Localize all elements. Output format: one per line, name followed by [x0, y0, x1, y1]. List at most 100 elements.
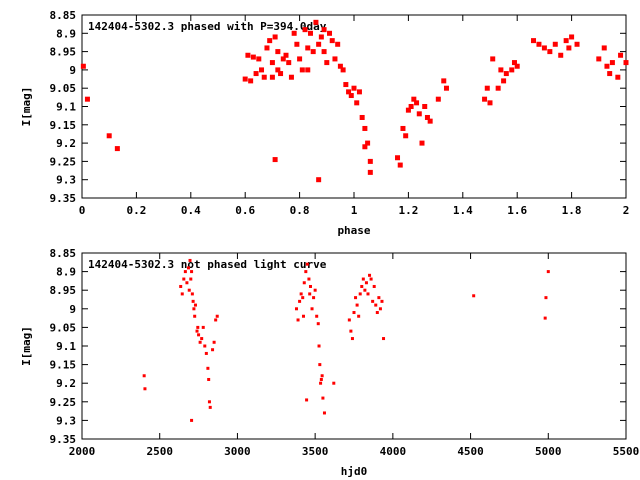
data-point [267, 38, 273, 44]
data-point [207, 377, 211, 381]
data-point [366, 292, 370, 296]
data-point [302, 281, 306, 285]
data-point [272, 34, 278, 40]
data-point [204, 351, 208, 355]
data-point [397, 162, 403, 168]
data-point [195, 329, 199, 333]
data-point [299, 292, 303, 296]
data-point [106, 133, 112, 139]
data-point [298, 299, 302, 303]
data-point [310, 49, 316, 55]
y-tick-label: 9.15 [50, 119, 77, 132]
data-point [335, 41, 341, 47]
data-point [316, 41, 322, 47]
data-point [294, 41, 300, 47]
data-point [301, 314, 305, 318]
data-point [283, 52, 289, 58]
data-point [261, 74, 267, 80]
y-tick-label: 9.2 [56, 137, 76, 150]
data-point [343, 82, 349, 88]
y-tick-label: 9.3 [56, 174, 76, 187]
data-point [310, 307, 314, 311]
x-tick-label: 0 [79, 204, 86, 217]
y-tick-label: 9.3 [56, 414, 76, 427]
data-point [378, 307, 382, 311]
data-point [253, 71, 259, 77]
y-tick-label: 9.25 [50, 155, 77, 168]
data-point [320, 374, 324, 378]
data-point [601, 45, 607, 51]
data-point [501, 78, 507, 84]
data-point [360, 284, 364, 288]
data-point [324, 60, 330, 66]
data-point [321, 49, 327, 55]
data-point [305, 398, 309, 402]
chart-title: 142404-5302.3 phased with P=394.0day [88, 20, 327, 33]
data-point [192, 307, 196, 311]
data-point [547, 49, 553, 55]
data-point [400, 125, 406, 131]
data-point [188, 258, 192, 262]
data-point [348, 93, 354, 99]
data-point [544, 296, 548, 300]
data-point [308, 292, 312, 296]
y-tick-label: 9.35 [50, 433, 77, 446]
data-point [312, 296, 316, 300]
data-point [422, 104, 428, 109]
x-axis-label: phase [337, 224, 370, 237]
data-point [215, 314, 219, 318]
data-point [317, 344, 321, 348]
data-point [356, 89, 362, 95]
y-tick-label: 9 [69, 64, 76, 77]
data-point [183, 270, 187, 274]
data-point [307, 30, 313, 36]
x-tick-label: 2000 [69, 445, 96, 458]
data-point [206, 366, 210, 370]
data-point [198, 340, 202, 344]
data-point [190, 270, 194, 274]
data-point [374, 303, 378, 307]
data-point [361, 277, 365, 281]
data-point [207, 400, 211, 404]
data-point [498, 67, 504, 73]
data-point [305, 67, 311, 73]
data-point [364, 281, 368, 285]
data-point [543, 316, 547, 320]
data-point [490, 56, 496, 62]
data-point [558, 52, 564, 58]
data-point [596, 56, 602, 62]
data-point [318, 34, 324, 40]
data-point [375, 311, 379, 315]
data-point [350, 337, 354, 341]
data-point [193, 303, 197, 307]
data-point [416, 111, 422, 117]
y-tick-label: 8.9 [56, 27, 76, 40]
data-point [503, 71, 509, 77]
data-point [541, 45, 547, 51]
data-point [380, 299, 384, 303]
data-point [615, 74, 621, 80]
data-point [363, 288, 367, 292]
data-point [190, 292, 194, 296]
data-point [288, 74, 294, 80]
data-point [546, 270, 550, 274]
data-point [354, 100, 360, 106]
y-tick-label: 9.2 [56, 377, 76, 390]
x-tick-label: 0.6 [235, 204, 255, 217]
data-point [278, 71, 284, 77]
data-point [250, 54, 256, 60]
data-point [574, 41, 580, 47]
data-point [623, 60, 629, 66]
data-point [179, 284, 183, 288]
data-point [427, 118, 433, 124]
x-tick-label: 1.8 [562, 204, 582, 217]
data-point [411, 96, 417, 102]
data-point [84, 96, 90, 102]
data-point [275, 49, 281, 55]
data-point [443, 85, 449, 91]
data-point [291, 30, 297, 36]
x-tick-label: 4500 [457, 445, 484, 458]
x-tick-label: 5000 [535, 445, 562, 458]
plot-frame [81, 14, 627, 199]
data-point [419, 140, 425, 146]
